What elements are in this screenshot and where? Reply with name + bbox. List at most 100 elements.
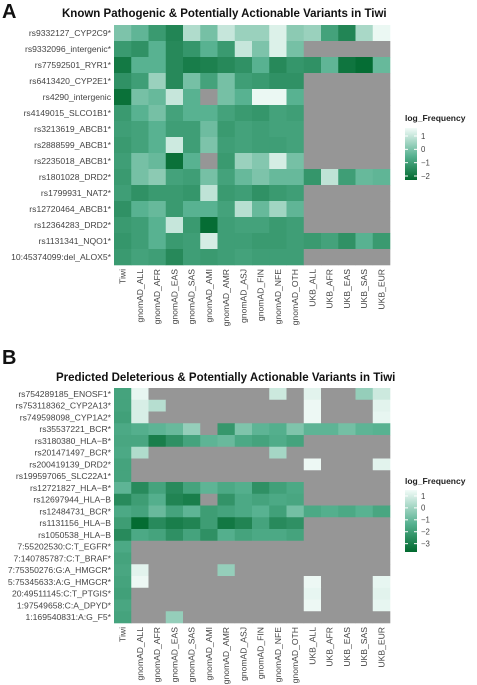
heatmap-cell <box>183 73 201 90</box>
heatmap-cell <box>252 57 270 74</box>
heatmap-cell <box>338 249 356 266</box>
heatmap-cell <box>165 399 184 412</box>
row-label: rs12720464_ABCB1* <box>29 204 111 214</box>
heatmap-cell <box>269 41 287 58</box>
heatmap-cell <box>372 137 391 154</box>
row-label: rs77592501_RYR1* <box>35 60 112 70</box>
row-label: 7:75350276:G:A_HMGCR* <box>8 565 112 575</box>
heatmap-cell <box>321 599 339 612</box>
heatmap-cell <box>338 233 356 250</box>
heatmap-cell <box>355 446 374 459</box>
heatmap-cell <box>183 482 201 495</box>
heatmap-cell <box>355 388 374 401</box>
heatmap-cell <box>183 41 201 58</box>
heatmap-cell <box>372 493 391 506</box>
panel-a-row-labels: rs9332127_CYP2C9* rs9332096_intergenic*rs… <box>11 28 112 262</box>
heatmap-cell <box>131 540 149 553</box>
heatmap-cell <box>200 185 218 202</box>
heatmap-cell <box>217 552 236 565</box>
row-label: rs1801028_DRD2* <box>39 172 112 182</box>
heatmap-cell <box>269 482 287 495</box>
heatmap-cell <box>252 423 270 436</box>
heatmap-cell <box>321 121 339 138</box>
heatmap-cell <box>321 105 339 122</box>
heatmap-cell <box>148 564 167 577</box>
row-label: rs6413420_CYP2E1* <box>29 76 111 86</box>
heatmap-cell <box>148 185 167 202</box>
heatmap-cell <box>303 517 322 530</box>
heatmap-cell <box>286 169 305 186</box>
heatmap-cell <box>321 41 339 58</box>
heatmap-cell <box>234 611 253 624</box>
heatmap-cell <box>252 599 270 612</box>
row-label: rs12697944_HLA−B <box>33 495 111 505</box>
row-label: 1:169540831:A:G_F5* <box>25 612 111 622</box>
heatmap-cell <box>303 185 322 202</box>
heatmap-cell <box>338 576 356 589</box>
legend-tick-label: −3 <box>421 539 430 548</box>
heatmap-cell <box>372 57 391 74</box>
heatmap-cell <box>114 399 132 412</box>
row-label: 10:45374099:del_ALOX5* <box>11 252 112 262</box>
heatmap-cell <box>355 493 374 506</box>
row-label: rs749598098_CYP1A2* <box>20 412 112 422</box>
heatmap-cell <box>165 41 184 58</box>
heatmap-cell <box>355 423 374 436</box>
heatmap-cell <box>338 529 356 542</box>
legend-tick-label: −1 <box>421 158 430 167</box>
heatmap-cell <box>303 411 322 424</box>
heatmap-cell <box>200 458 218 471</box>
heatmap-cell <box>200 217 218 234</box>
heatmap-cell <box>355 517 374 530</box>
heatmap-cell <box>355 25 374 42</box>
heatmap-cell <box>114 41 132 58</box>
row-label: rs2235018_ABCB1* <box>34 156 112 166</box>
heatmap-cell <box>286 399 305 412</box>
heatmap-cell <box>200 73 218 90</box>
heatmap-cell <box>114 25 132 42</box>
heatmap-cell <box>200 137 218 154</box>
heatmap-cell <box>183 121 201 138</box>
heatmap-cell <box>321 217 339 234</box>
heatmap-cell <box>131 105 149 122</box>
heatmap-cell <box>200 121 218 138</box>
column-label: gnomAD_ALL <box>135 269 145 323</box>
heatmap-cell <box>200 249 218 266</box>
heatmap-cell <box>372 399 391 412</box>
heatmap-cell <box>269 564 287 577</box>
heatmap-cell <box>355 576 374 589</box>
heatmap-cell <box>286 89 305 106</box>
heatmap-cell <box>338 89 356 106</box>
heatmap-cell <box>252 470 270 483</box>
heatmap-cell <box>269 576 287 589</box>
heatmap-cell <box>183 233 201 250</box>
heatmap-cell <box>286 73 305 90</box>
panel-b-row-labels: rs754289185_ENOSF1* rs753118362_CYP2A13*r… <box>8 389 112 622</box>
heatmap-cell <box>338 185 356 202</box>
heatmap-cell <box>269 517 287 530</box>
heatmap-cell <box>321 493 339 506</box>
heatmap-cell <box>321 57 339 74</box>
heatmap-cell <box>114 249 132 266</box>
heatmap-cell <box>217 587 236 600</box>
heatmap-cell <box>131 517 149 530</box>
heatmap-cell <box>217 249 236 266</box>
heatmap-cell <box>217 540 236 553</box>
heatmap-cell <box>217 41 236 58</box>
heatmap-cell <box>321 153 339 170</box>
row-label: 1:97549658:C:A_DPYD* <box>17 600 112 610</box>
heatmap-cell <box>200 435 218 448</box>
heatmap-cell <box>217 57 236 74</box>
heatmap-cell <box>372 73 391 90</box>
heatmap-cell <box>321 388 339 401</box>
heatmap-cell <box>338 482 356 495</box>
heatmap-cell <box>355 233 374 250</box>
heatmap-cell <box>234 552 253 565</box>
heatmap-cell <box>252 564 270 577</box>
heatmap-cell <box>200 611 218 624</box>
heatmap-cell <box>148 169 167 186</box>
heatmap-cell <box>165 121 184 138</box>
heatmap-cell <box>183 529 201 542</box>
heatmap-cell <box>372 41 391 58</box>
heatmap-cell <box>355 89 374 106</box>
